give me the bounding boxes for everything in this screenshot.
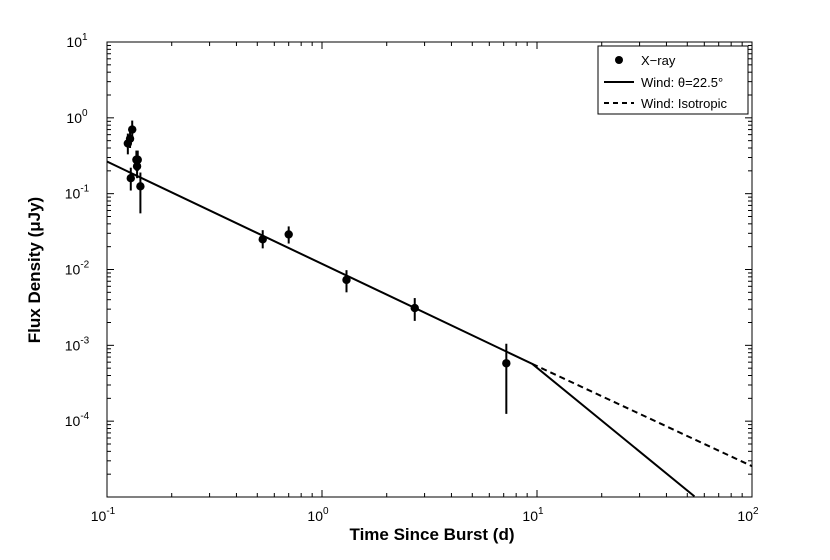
x-tick-label: 100	[307, 506, 329, 524]
model-lines	[107, 160, 752, 497]
y-axis-title: Flux Density (μJy)	[25, 197, 44, 343]
legend-label-wind-isotropic: Wind: Isotropic	[641, 96, 727, 111]
x-tick-label: 102	[737, 506, 759, 524]
legend-label-wind-theta: Wind: θ=22.5°	[641, 75, 723, 90]
x-axis-title: Time Since Burst (d)	[350, 525, 515, 544]
plot-area	[106, 41, 753, 498]
y-tick-label: 10-1	[65, 184, 90, 202]
xray-point	[410, 303, 419, 313]
xray-point	[502, 359, 511, 368]
y-tick-label: 100	[66, 108, 88, 126]
y-axis-ticks: 10-4 10-3 10-2 10-1 100 101	[65, 32, 752, 498]
y-tick-label: 101	[66, 32, 88, 50]
x-tick-label: 10-1	[91, 506, 116, 524]
legend-marker-xray	[615, 56, 623, 64]
y-tick-label: 10-3	[65, 335, 90, 353]
xray-point	[284, 230, 293, 239]
xray-point	[258, 235, 267, 244]
y-tick-label: 10-4	[65, 411, 90, 429]
x-axis-ticks: 10-1 100 101 102	[91, 42, 759, 524]
data-points	[123, 120, 511, 414]
xray-point	[126, 173, 135, 183]
xray-point	[133, 155, 142, 164]
isotropic-wind-line	[531, 362, 752, 468]
xray-point	[136, 182, 145, 191]
legend: X−ray Wind: θ=22.5° Wind: Isotropic	[597, 45, 749, 115]
legend-label-xray: X−ray	[641, 53, 676, 68]
xray-point	[342, 275, 351, 285]
y-tick-label: 10-2	[65, 260, 90, 278]
xray-point	[128, 125, 137, 134]
x-tick-label: 101	[522, 506, 544, 524]
